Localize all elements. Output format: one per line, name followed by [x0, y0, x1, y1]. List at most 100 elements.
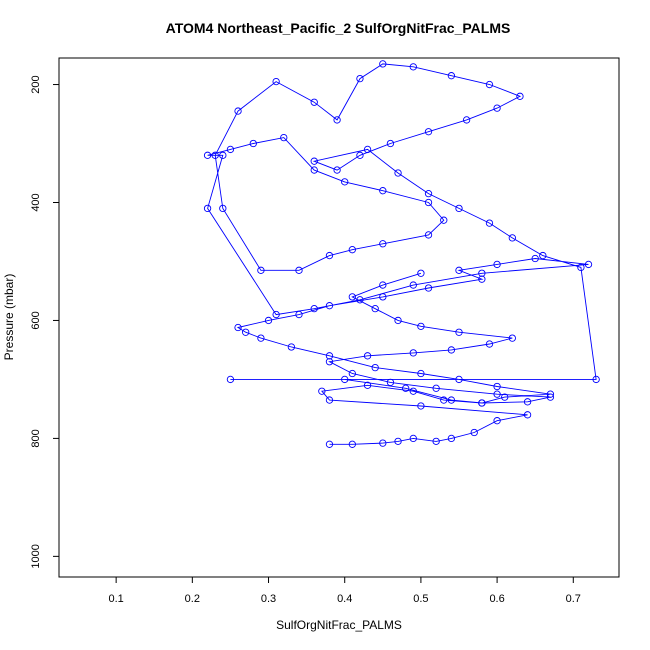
- data-point: [219, 151, 227, 159]
- data-point: [341, 178, 349, 186]
- data-point: [379, 240, 387, 248]
- data-point: [447, 396, 456, 404]
- y-tick-label: 400: [30, 193, 42, 211]
- data-point: [356, 151, 364, 159]
- data-point: [447, 434, 456, 443]
- y-axis-label: Pressure (mbar): [2, 274, 16, 361]
- data-point: [325, 352, 334, 360]
- data-point: [447, 72, 456, 80]
- x-tick-label: 0.3: [261, 593, 276, 605]
- data-point: [546, 393, 555, 401]
- data-point: [485, 219, 494, 227]
- data-point: [287, 343, 296, 351]
- data-point: [310, 166, 318, 174]
- x-tick-label: 0.1: [108, 593, 123, 605]
- data-point: [242, 328, 250, 336]
- data-point: [371, 305, 379, 313]
- y-tick-label: 800: [30, 429, 42, 447]
- data-point: [417, 402, 425, 410]
- data-point: [333, 166, 341, 174]
- data-point: [310, 98, 318, 106]
- data-point: [409, 63, 417, 71]
- data-point: [348, 369, 356, 378]
- data-point: [584, 260, 593, 269]
- data-point: [493, 382, 501, 391]
- data-point: [234, 323, 242, 332]
- data-point: [356, 74, 364, 83]
- y-tick-label: 1000: [30, 544, 42, 568]
- data-point: [424, 128, 433, 136]
- data-point: [394, 169, 402, 177]
- data-point: [226, 375, 235, 384]
- x-tick-label: 0.2: [185, 593, 200, 605]
- data-point: [470, 428, 478, 437]
- data-point: [280, 133, 288, 142]
- data-point: [386, 139, 395, 148]
- data-point: [356, 296, 364, 304]
- data-point: [295, 266, 303, 274]
- data-point: [409, 349, 417, 357]
- data-point: [501, 393, 509, 401]
- data-point: [226, 145, 235, 154]
- data-point: [592, 375, 600, 384]
- data-point: [493, 260, 501, 269]
- chart-title: ATOM4 Northeast_Pacific_2 SulfOrgNitFrac…: [166, 20, 511, 36]
- data-point: [546, 390, 555, 398]
- data-point: [249, 139, 257, 148]
- data-point: [424, 198, 433, 207]
- data-point: [440, 396, 448, 404]
- data-point: [379, 439, 387, 447]
- data-point: [455, 328, 463, 336]
- series-group: [203, 60, 600, 448]
- data-point: [531, 254, 539, 263]
- data-point: [318, 387, 326, 395]
- data-point: [409, 281, 417, 289]
- data-point: [363, 352, 372, 360]
- x-tick-label: 0.4: [337, 593, 352, 605]
- data-point: [432, 437, 440, 446]
- data-point: [348, 293, 356, 301]
- data-point: [333, 116, 341, 124]
- data-point: [478, 275, 486, 283]
- data-point: [379, 60, 387, 68]
- data-point: [379, 187, 387, 195]
- x-tick-label: 0.6: [489, 593, 504, 605]
- data-point: [272, 310, 280, 319]
- data-point: [211, 151, 219, 159]
- data-point: [485, 340, 494, 348]
- data-point: [478, 269, 486, 277]
- series-line: [207, 63, 597, 445]
- data-point: [462, 116, 471, 124]
- data-point: [447, 346, 456, 354]
- data-point: [508, 334, 516, 342]
- data-point: [432, 384, 440, 392]
- data-point: [310, 305, 318, 313]
- data-point: [417, 369, 425, 378]
- data-point: [402, 384, 410, 392]
- data-point: [478, 399, 486, 407]
- data-point: [325, 358, 334, 366]
- data-point: [424, 284, 433, 292]
- data-point: [257, 334, 265, 342]
- data-point: [325, 440, 334, 448]
- data-point: [493, 104, 501, 112]
- data-point: [325, 251, 334, 260]
- y-tick-label: 200: [30, 75, 42, 93]
- plot-area: [203, 60, 600, 448]
- data-point: [295, 310, 303, 319]
- data-point: [363, 145, 372, 154]
- data-point: [257, 266, 265, 274]
- data-point: [234, 107, 242, 115]
- data-point: [485, 80, 494, 89]
- data-point: [440, 216, 448, 224]
- data-point: [409, 434, 417, 443]
- data-point: [203, 151, 212, 159]
- data-point: [455, 266, 463, 274]
- data-point: [539, 251, 547, 260]
- axes: 0.1 0.2 0.3 0.4 0.5 0.6 0.7 200 400 600 800 1000: [30, 57, 620, 605]
- data-point: [455, 204, 463, 213]
- data-point: [493, 390, 501, 398]
- data-point: [523, 398, 532, 406]
- data-point: [272, 77, 280, 86]
